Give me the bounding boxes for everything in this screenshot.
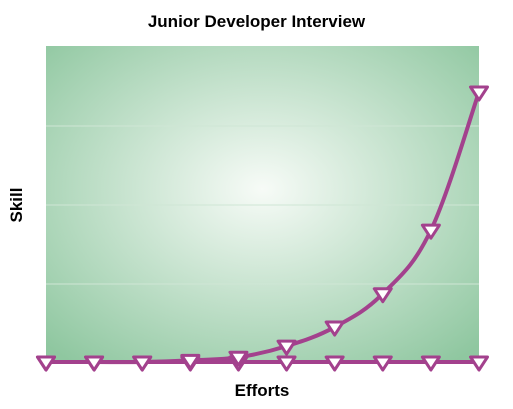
x-axis-label: Efforts [235,381,290,400]
data-point-marker [324,320,345,337]
data-point-marker [469,85,489,102]
data-point-marker [420,355,441,372]
series-group [36,85,489,372]
data-point-marker [420,223,441,240]
chart-title: Junior Developer Interview [148,12,366,31]
data-point-marker [180,353,201,370]
data-point-marker [36,355,56,372]
data-point-marker [324,355,345,372]
grid-lines [46,125,479,285]
data-point-marker [84,355,105,372]
data-point-marker [372,287,393,304]
data-point-marker [469,355,489,372]
data-point-marker [276,339,297,356]
data-point-marker [276,355,297,372]
y-axis-label: Skill [7,188,26,223]
data-point-marker [132,355,153,372]
data-point-marker [372,355,393,372]
data-point-marker [228,350,249,367]
